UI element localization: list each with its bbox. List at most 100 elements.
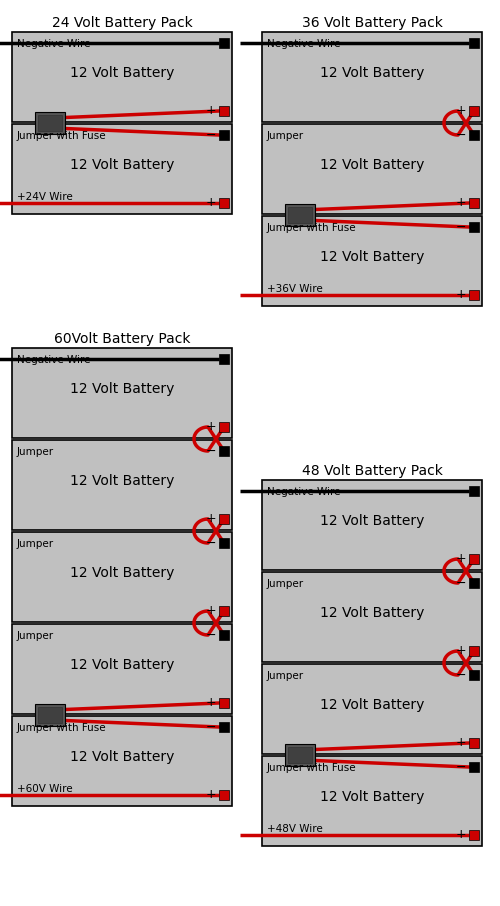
- Text: Jumper: Jumper: [17, 631, 54, 641]
- Text: Negative Wire: Negative Wire: [267, 487, 340, 497]
- Bar: [12, 348, 232, 438]
- Bar: [219, 790, 229, 800]
- Text: +: +: [456, 644, 466, 658]
- Bar: [262, 480, 482, 570]
- Text: 12 Volt Battery: 12 Volt Battery: [320, 514, 424, 528]
- Text: +60V Wire: +60V Wire: [17, 784, 72, 794]
- Bar: [469, 290, 479, 300]
- Text: +: +: [456, 288, 466, 302]
- Bar: [219, 198, 229, 208]
- Bar: [35, 112, 65, 134]
- Bar: [262, 216, 482, 306]
- Text: +: +: [206, 697, 216, 709]
- Text: +: +: [456, 828, 466, 842]
- Text: Jumper with Fuse: Jumper with Fuse: [267, 223, 356, 233]
- Text: 12 Volt Battery: 12 Volt Battery: [70, 382, 174, 396]
- Text: +: +: [456, 553, 466, 565]
- Text: −: −: [456, 36, 466, 50]
- Text: −: −: [456, 220, 466, 234]
- Text: −: −: [206, 352, 216, 365]
- Bar: [12, 124, 232, 214]
- Text: +24V Wire: +24V Wire: [17, 192, 73, 202]
- Bar: [219, 722, 229, 732]
- Text: +: +: [206, 420, 216, 433]
- Text: +: +: [456, 104, 466, 118]
- Text: 12 Volt Battery: 12 Volt Battery: [70, 474, 174, 488]
- Bar: [219, 130, 229, 140]
- Text: 12 Volt Battery: 12 Volt Battery: [70, 158, 174, 172]
- Bar: [219, 106, 229, 116]
- Text: +: +: [456, 197, 466, 209]
- Text: Jumper with Fuse: Jumper with Fuse: [17, 723, 106, 733]
- Text: 12 Volt Battery: 12 Volt Battery: [320, 66, 424, 80]
- Bar: [12, 532, 232, 622]
- Bar: [469, 738, 479, 748]
- Text: −: −: [206, 129, 216, 141]
- Text: −: −: [456, 760, 466, 774]
- Text: 12 Volt Battery: 12 Volt Battery: [320, 790, 424, 804]
- Text: Jumper: Jumper: [17, 539, 54, 549]
- Bar: [12, 440, 232, 530]
- Bar: [469, 222, 479, 232]
- Bar: [262, 756, 482, 846]
- Bar: [285, 204, 315, 226]
- Bar: [12, 624, 232, 714]
- Text: 48 Volt Battery Pack: 48 Volt Battery Pack: [302, 464, 442, 478]
- Text: Negative Wire: Negative Wire: [17, 355, 90, 365]
- Text: Jumper: Jumper: [267, 579, 304, 589]
- Bar: [219, 422, 229, 432]
- Bar: [219, 446, 229, 456]
- Bar: [469, 830, 479, 840]
- Text: 12 Volt Battery: 12 Volt Battery: [70, 750, 174, 764]
- Bar: [288, 207, 312, 223]
- Text: −: −: [456, 485, 466, 497]
- Bar: [262, 572, 482, 662]
- Bar: [469, 38, 479, 48]
- Text: −: −: [456, 576, 466, 590]
- Bar: [219, 698, 229, 708]
- Text: +: +: [206, 197, 216, 209]
- Bar: [219, 514, 229, 524]
- Bar: [469, 578, 479, 588]
- Text: +48V Wire: +48V Wire: [267, 824, 323, 834]
- Bar: [469, 762, 479, 772]
- Text: +: +: [206, 104, 216, 118]
- Text: 12 Volt Battery: 12 Volt Battery: [320, 606, 424, 620]
- Text: −: −: [206, 445, 216, 458]
- Text: −: −: [206, 36, 216, 50]
- Bar: [469, 130, 479, 140]
- Bar: [12, 32, 232, 122]
- Text: +: +: [206, 788, 216, 802]
- Bar: [219, 354, 229, 364]
- Bar: [469, 106, 479, 116]
- Text: 12 Volt Battery: 12 Volt Battery: [320, 698, 424, 712]
- Bar: [469, 554, 479, 564]
- Text: Negative Wire: Negative Wire: [17, 39, 90, 49]
- Bar: [219, 538, 229, 548]
- Text: Jumper: Jumper: [267, 671, 304, 681]
- Text: −: −: [206, 629, 216, 641]
- Bar: [288, 747, 312, 763]
- Bar: [219, 38, 229, 48]
- Text: 24 Volt Battery Pack: 24 Volt Battery Pack: [52, 16, 192, 30]
- Bar: [285, 744, 315, 766]
- Bar: [262, 664, 482, 754]
- Bar: [38, 115, 62, 131]
- Bar: [219, 606, 229, 616]
- Text: −: −: [206, 720, 216, 734]
- Text: +: +: [456, 737, 466, 749]
- Bar: [262, 32, 482, 122]
- Bar: [35, 704, 65, 726]
- Text: +: +: [206, 513, 216, 525]
- Text: +36V Wire: +36V Wire: [267, 284, 323, 294]
- Bar: [469, 486, 479, 496]
- Text: 36 Volt Battery Pack: 36 Volt Battery Pack: [302, 16, 442, 30]
- Text: 12 Volt Battery: 12 Volt Battery: [70, 66, 174, 80]
- Text: −: −: [456, 129, 466, 141]
- Text: −: −: [456, 669, 466, 681]
- Text: Jumper with Fuse: Jumper with Fuse: [267, 763, 356, 773]
- Text: Jumper: Jumper: [17, 447, 54, 457]
- Text: 12 Volt Battery: 12 Volt Battery: [320, 250, 424, 264]
- Text: 12 Volt Battery: 12 Volt Battery: [320, 158, 424, 172]
- Text: 12 Volt Battery: 12 Volt Battery: [70, 658, 174, 672]
